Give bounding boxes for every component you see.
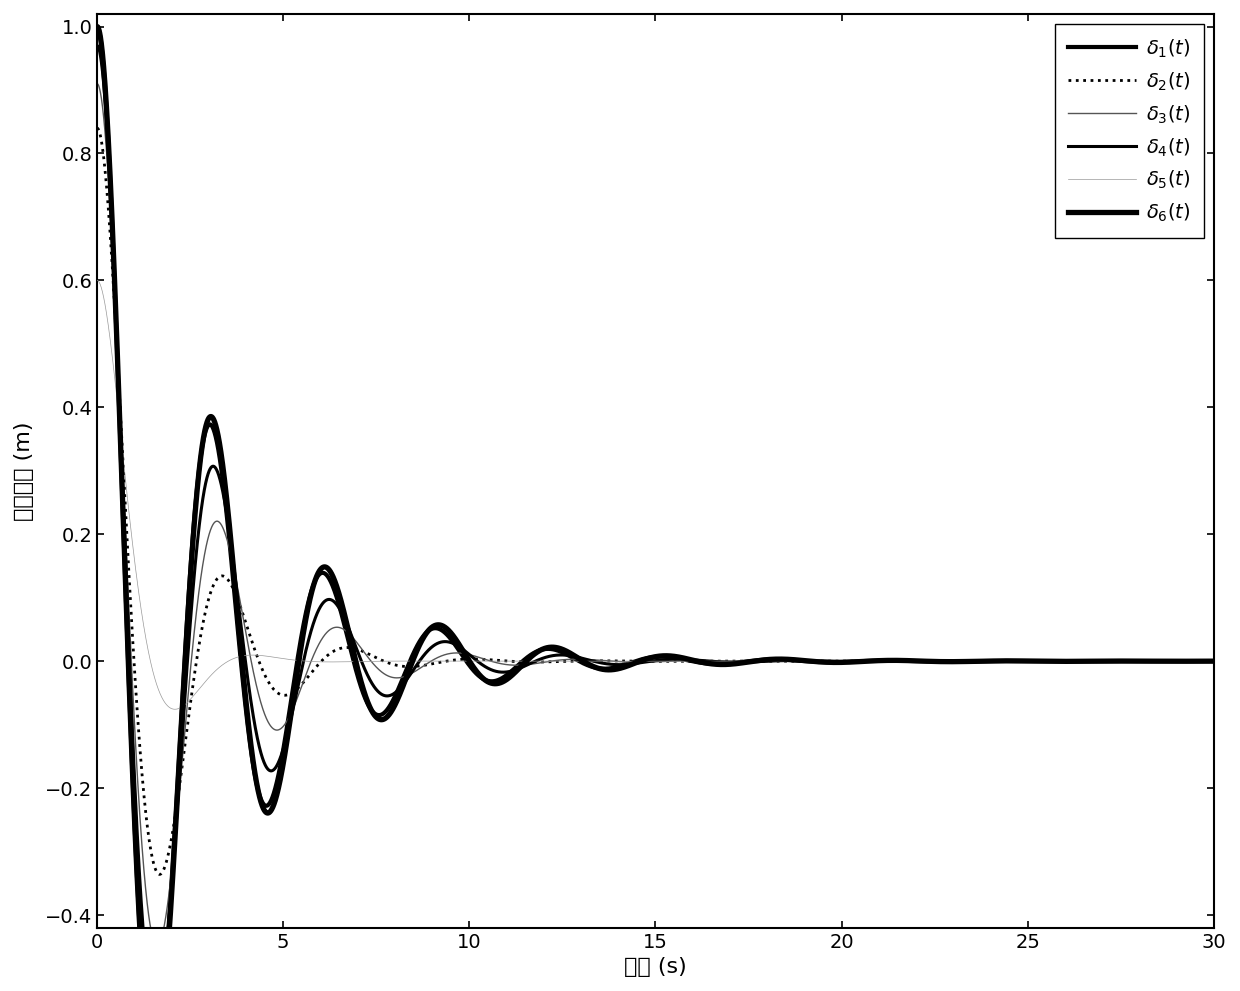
$\delta_3(t)$ bbox=[355, 644, 370, 656]
$\delta_5(t)$ bbox=[511, 655, 526, 667]
Line: $\delta_1(t)$: $\delta_1(t)$ bbox=[97, 27, 1214, 991]
$\delta_1(t)$ bbox=[1207, 655, 1221, 667]
X-axis label: 时间 (s): 时间 (s) bbox=[624, 957, 687, 977]
$\delta_5(t)$ bbox=[167, 704, 182, 716]
$\delta_2(t)$ bbox=[590, 655, 605, 667]
Line: $\delta_6(t)$: $\delta_6(t)$ bbox=[97, 27, 1214, 991]
$\delta_2(t)$ bbox=[361, 648, 376, 660]
$\delta_1(t)$ bbox=[361, 700, 376, 712]
$\delta_5(t)$ bbox=[89, 275, 104, 286]
$\delta_2(t)$ bbox=[1198, 655, 1213, 667]
$\delta_5(t)$ bbox=[590, 655, 605, 667]
$\delta_6(t)$ bbox=[355, 681, 370, 693]
$\delta_2(t)$ bbox=[1207, 655, 1221, 667]
$\delta_6(t)$ bbox=[350, 659, 365, 671]
$\delta_3(t)$ bbox=[1207, 655, 1221, 667]
$\delta_1(t)$ bbox=[355, 686, 370, 698]
$\delta_1(t)$ bbox=[511, 659, 526, 671]
$\delta_3(t)$ bbox=[1198, 655, 1213, 667]
$\delta_2(t)$ bbox=[350, 643, 365, 655]
$\delta_2(t)$ bbox=[153, 868, 167, 880]
Legend: $\delta_1(t)$, $\delta_2(t)$, $\delta_3(t)$, $\delta_4(t)$, $\delta_5(t)$, $\del: $\delta_1(t)$, $\delta_2(t)$, $\delta_3(… bbox=[1055, 24, 1204, 238]
$\delta_1(t)$ bbox=[590, 662, 605, 674]
$\delta_3(t)$ bbox=[590, 654, 605, 666]
Line: $\delta_3(t)$: $\delta_3(t)$ bbox=[97, 83, 1214, 945]
$\delta_3(t)$ bbox=[89, 77, 104, 89]
$\delta_6(t)$ bbox=[590, 662, 605, 674]
Line: $\delta_4(t)$: $\delta_4(t)$ bbox=[97, 46, 1214, 991]
$\delta_4(t)$ bbox=[590, 656, 605, 668]
$\delta_5(t)$ bbox=[1198, 655, 1213, 667]
$\delta_3(t)$ bbox=[511, 659, 526, 671]
$\delta_6(t)$ bbox=[1207, 655, 1221, 667]
$\delta_2(t)$ bbox=[355, 645, 370, 657]
$\delta_1(t)$ bbox=[350, 666, 365, 678]
$\delta_5(t)$ bbox=[355, 655, 370, 667]
$\delta_4(t)$ bbox=[89, 40, 104, 52]
$\delta_4(t)$ bbox=[350, 643, 365, 655]
$\delta_4(t)$ bbox=[511, 663, 526, 675]
Line: $\delta_5(t)$: $\delta_5(t)$ bbox=[97, 280, 1214, 710]
$\delta_4(t)$ bbox=[361, 671, 376, 683]
Y-axis label: 间距误差 (m): 间距误差 (m) bbox=[14, 421, 33, 520]
$\delta_2(t)$ bbox=[511, 656, 526, 668]
$\delta_3(t)$ bbox=[150, 939, 165, 951]
$\delta_6(t)$ bbox=[1198, 655, 1213, 667]
$\delta_3(t)$ bbox=[361, 652, 376, 664]
Line: $\delta_2(t)$: $\delta_2(t)$ bbox=[97, 128, 1214, 874]
$\delta_4(t)$ bbox=[1198, 655, 1213, 667]
$\delta_5(t)$ bbox=[361, 655, 376, 667]
$\delta_5(t)$ bbox=[350, 656, 365, 668]
$\delta_1(t)$ bbox=[89, 21, 104, 33]
$\delta_6(t)$ bbox=[511, 663, 526, 675]
$\delta_6(t)$ bbox=[89, 21, 104, 33]
$\delta_5(t)$ bbox=[1207, 655, 1221, 667]
$\delta_4(t)$ bbox=[1207, 655, 1221, 667]
$\delta_6(t)$ bbox=[361, 698, 376, 710]
$\delta_2(t)$ bbox=[89, 122, 104, 134]
$\delta_4(t)$ bbox=[355, 658, 370, 670]
$\delta_1(t)$ bbox=[1198, 655, 1213, 667]
$\delta_3(t)$ bbox=[350, 636, 365, 648]
